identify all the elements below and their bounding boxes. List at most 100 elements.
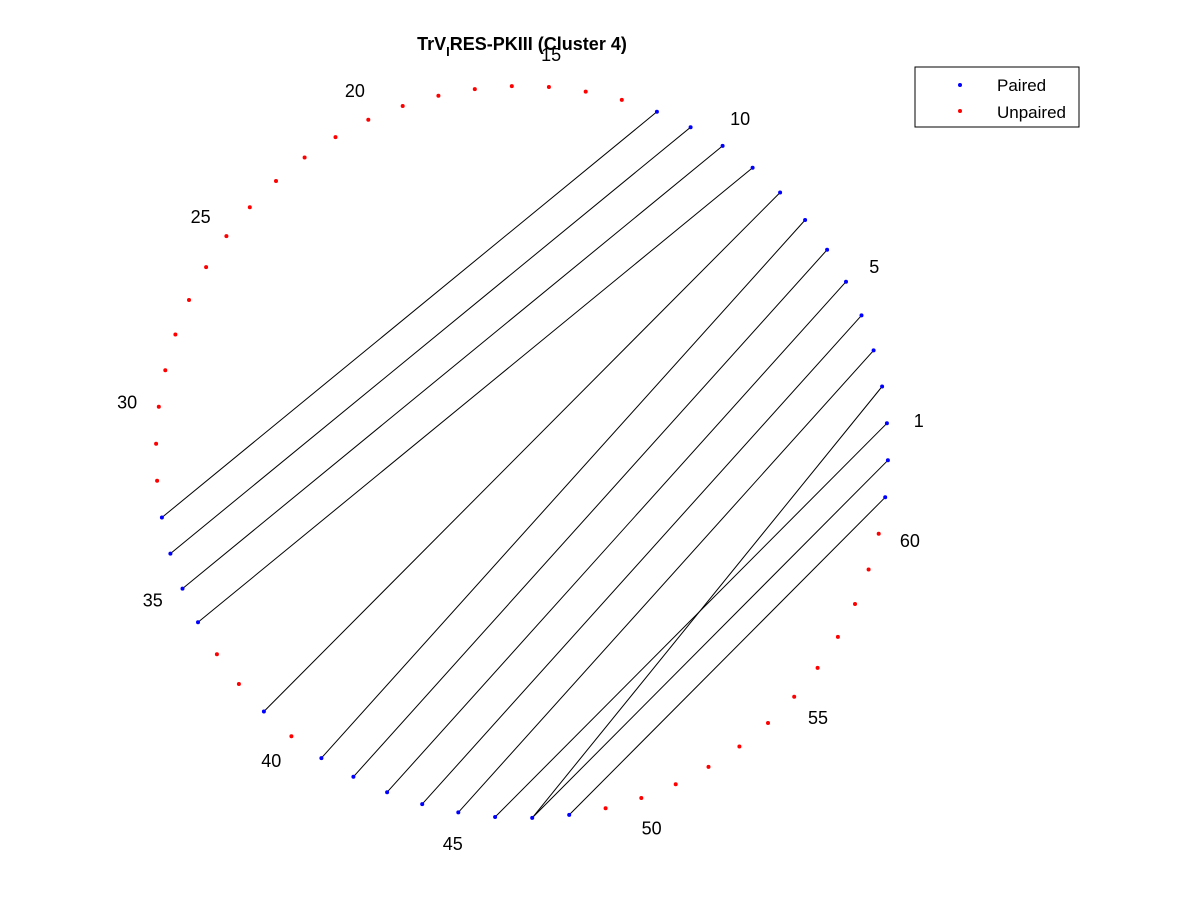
pair-line-3-45 — [457, 350, 874, 813]
position-label-55: 55 — [808, 708, 828, 728]
legend-label-paired: Paired — [997, 76, 1046, 95]
paired-point-45 — [456, 810, 461, 815]
legend-marker-paired — [958, 83, 962, 87]
paired-point-47 — [530, 815, 535, 820]
legend-label-unpaired: Unpaired — [997, 103, 1066, 122]
paired-point-1 — [884, 421, 889, 426]
pair-line-6-42 — [353, 249, 828, 778]
pair-line-12-33 — [161, 111, 658, 518]
unpaired-point-52 — [706, 764, 711, 769]
unpaired-point-38 — [236, 682, 241, 686]
paired-point-7 — [803, 218, 808, 222]
unpaired-point-60 — [876, 531, 881, 536]
pair-line-5-43 — [386, 281, 847, 793]
position-label-30: 30 — [117, 393, 137, 413]
paired-point-39 — [261, 709, 266, 714]
unpaired-point-17 — [472, 87, 477, 92]
unpaired-point-32 — [155, 478, 160, 483]
legend-marker-unpaired — [958, 109, 962, 113]
paired-point-62 — [885, 458, 890, 463]
position-label-20: 20 — [345, 81, 365, 101]
unpaired-point-49 — [603, 806, 608, 811]
paired-point-3 — [871, 348, 876, 353]
pair-lines — [161, 111, 889, 819]
position-label-40: 40 — [261, 751, 281, 771]
paired-point-61 — [883, 495, 888, 500]
unpaired-point-22 — [302, 155, 307, 160]
unpaired-point-26 — [204, 265, 209, 270]
unpaired-point-50 — [639, 796, 644, 800]
unpaired-point-37 — [214, 652, 219, 657]
pair-line-11-34 — [170, 126, 691, 554]
paired-point-12 — [654, 109, 659, 114]
paired-point-10 — [720, 143, 725, 148]
pair-line-7-41 — [321, 219, 806, 759]
paired-point-42 — [351, 774, 356, 779]
unpaired-point-56 — [815, 665, 820, 670]
legend: Paired Unpaired — [914, 66, 1080, 128]
pair-line-1-46 — [494, 422, 888, 818]
chart-title: TrVIRES-PKIII (Cluster 4) — [417, 34, 627, 59]
position-label-5: 5 — [869, 257, 879, 277]
unpaired-point-28 — [173, 332, 178, 337]
unpaired-point-21 — [333, 135, 338, 140]
position-points — [154, 84, 890, 820]
unpaired-point-59 — [866, 567, 871, 572]
pair-line-10-35 — [182, 145, 723, 589]
unpaired-point-55 — [792, 694, 797, 699]
unpaired-point-58 — [853, 602, 857, 606]
unpaired-point-40 — [289, 734, 294, 739]
chart-title-rest: RES-PKIII (Cluster 4) — [450, 34, 627, 54]
pair-line-8-39 — [263, 192, 781, 712]
unpaired-point-24 — [247, 205, 252, 210]
position-label-10: 10 — [730, 109, 750, 129]
unpaired-point-25 — [224, 234, 229, 239]
paired-point-44 — [420, 802, 425, 807]
position-label-50: 50 — [642, 818, 662, 838]
position-label-45: 45 — [443, 834, 463, 854]
position-label-35: 35 — [143, 591, 163, 611]
paired-point-5 — [844, 279, 848, 284]
position-label-60: 60 — [900, 531, 920, 551]
paired-point-11 — [688, 125, 693, 130]
unpaired-point-27 — [187, 298, 191, 302]
unpaired-point-29 — [163, 368, 168, 373]
unpaired-point-15 — [546, 85, 551, 89]
pair-line-61-48 — [568, 496, 886, 816]
pair-line-9-36 — [197, 167, 753, 623]
unpaired-point-30 — [156, 404, 161, 409]
paired-point-9 — [750, 165, 755, 170]
chart-title-subscript: I — [446, 44, 450, 59]
paired-point-4 — [859, 313, 864, 318]
position-label-25: 25 — [191, 207, 211, 227]
unpaired-point-23 — [274, 179, 278, 183]
unpaired-point-57 — [835, 634, 840, 639]
chart-title-main: TrV — [417, 34, 446, 54]
unpaired-point-14 — [583, 89, 588, 94]
paired-point-46 — [493, 815, 498, 819]
unpaired-point-51 — [673, 782, 678, 787]
paired-point-2 — [880, 384, 885, 389]
paired-point-35 — [180, 586, 185, 591]
paired-point-33 — [159, 515, 164, 520]
paired-point-43 — [385, 790, 390, 795]
paired-point-36 — [196, 620, 200, 625]
unpaired-point-18 — [436, 93, 441, 98]
pair-line-2-47 — [531, 386, 883, 819]
paired-point-8 — [778, 190, 783, 195]
paired-point-6 — [825, 247, 830, 252]
unpaired-point-20 — [366, 117, 371, 122]
unpaired-point-53 — [737, 744, 742, 749]
pair-line-62-47 — [531, 459, 889, 819]
unpaired-point-19 — [400, 104, 405, 108]
paired-point-34 — [168, 551, 173, 556]
position-label-15: 15 — [541, 45, 561, 65]
legend-box — [914, 66, 1080, 128]
unpaired-point-16 — [509, 84, 514, 89]
unpaired-point-54 — [766, 721, 770, 725]
paired-point-48 — [567, 812, 572, 817]
pair-line-4-44 — [421, 315, 862, 805]
unpaired-point-13 — [619, 97, 624, 102]
